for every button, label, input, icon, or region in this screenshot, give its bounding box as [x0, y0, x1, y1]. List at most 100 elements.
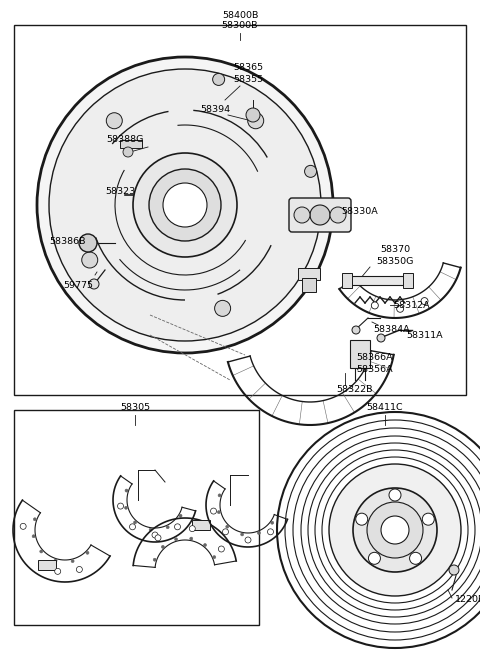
Circle shape: [218, 494, 221, 497]
Text: 58356A: 58356A: [357, 365, 393, 373]
Bar: [38, 560, 56, 570]
Circle shape: [163, 183, 207, 227]
Circle shape: [106, 113, 122, 129]
Circle shape: [240, 533, 244, 536]
Circle shape: [369, 552, 381, 564]
Circle shape: [271, 522, 274, 524]
Circle shape: [310, 205, 330, 225]
Text: 58411C: 58411C: [367, 403, 403, 411]
Circle shape: [353, 488, 437, 572]
Text: 58388G: 58388G: [106, 136, 144, 144]
Bar: [14, 25, 466, 395]
Circle shape: [76, 567, 83, 573]
Circle shape: [152, 532, 158, 538]
Bar: [14, 410, 259, 625]
Circle shape: [190, 537, 193, 540]
Circle shape: [79, 234, 97, 252]
FancyBboxPatch shape: [289, 198, 351, 232]
Circle shape: [245, 537, 251, 543]
Text: 58365: 58365: [233, 64, 263, 73]
Circle shape: [161, 545, 164, 548]
Circle shape: [215, 300, 230, 316]
Circle shape: [32, 535, 35, 538]
Text: 59775: 59775: [63, 281, 93, 289]
Circle shape: [175, 538, 178, 541]
Circle shape: [449, 565, 459, 575]
Circle shape: [223, 529, 228, 535]
Circle shape: [124, 506, 128, 509]
Text: 58384A: 58384A: [374, 325, 410, 335]
Circle shape: [149, 169, 221, 241]
Circle shape: [267, 529, 274, 535]
Circle shape: [248, 113, 264, 129]
Circle shape: [20, 523, 26, 529]
Circle shape: [204, 544, 206, 546]
Circle shape: [153, 558, 156, 562]
Bar: [350, 276, 405, 285]
Circle shape: [33, 518, 36, 521]
Bar: [120, 140, 142, 148]
Circle shape: [213, 73, 225, 85]
Circle shape: [213, 556, 216, 559]
Circle shape: [71, 560, 74, 563]
Circle shape: [329, 464, 461, 596]
Circle shape: [356, 513, 368, 525]
Circle shape: [396, 305, 404, 312]
Circle shape: [217, 510, 220, 514]
Circle shape: [49, 69, 321, 341]
Circle shape: [257, 531, 260, 535]
Circle shape: [377, 334, 385, 342]
Bar: [350, 340, 370, 368]
Bar: [192, 520, 210, 530]
Circle shape: [330, 207, 346, 223]
Circle shape: [55, 568, 60, 575]
Text: 58311A: 58311A: [407, 331, 444, 340]
Circle shape: [294, 207, 310, 223]
Circle shape: [89, 279, 99, 289]
Bar: [342, 273, 352, 288]
Text: 58322B: 58322B: [337, 386, 373, 394]
Bar: [298, 268, 320, 280]
Circle shape: [133, 521, 136, 524]
Circle shape: [218, 546, 224, 552]
Circle shape: [54, 559, 57, 562]
Bar: [302, 278, 316, 292]
Text: 58355: 58355: [233, 75, 263, 83]
Text: 58350G: 58350G: [376, 256, 414, 266]
Circle shape: [155, 535, 161, 541]
Text: 58400B: 58400B: [222, 10, 258, 20]
Circle shape: [149, 528, 152, 531]
Circle shape: [179, 514, 182, 517]
Circle shape: [166, 525, 169, 529]
Circle shape: [305, 165, 317, 177]
Text: 58305: 58305: [120, 403, 150, 411]
Circle shape: [211, 508, 216, 514]
Circle shape: [422, 513, 434, 525]
Circle shape: [86, 551, 89, 554]
Circle shape: [82, 252, 98, 268]
Circle shape: [123, 147, 133, 157]
Circle shape: [37, 57, 333, 353]
Text: 58386B: 58386B: [50, 237, 86, 247]
Text: 58330A: 58330A: [342, 207, 378, 216]
Text: 58370: 58370: [380, 245, 410, 255]
Circle shape: [156, 188, 170, 202]
Circle shape: [389, 489, 401, 501]
Circle shape: [352, 326, 360, 334]
Circle shape: [130, 523, 135, 530]
Bar: [403, 273, 413, 288]
Text: 58300B: 58300B: [222, 22, 258, 30]
Text: 58394: 58394: [200, 106, 230, 115]
Circle shape: [367, 502, 423, 558]
Circle shape: [409, 552, 421, 564]
Circle shape: [175, 523, 180, 530]
Circle shape: [189, 525, 195, 531]
Circle shape: [133, 153, 237, 257]
Circle shape: [226, 525, 229, 528]
Circle shape: [125, 489, 128, 492]
Text: 58323: 58323: [105, 188, 135, 197]
Circle shape: [40, 550, 43, 553]
Text: 58366A: 58366A: [357, 354, 393, 363]
Text: 1220FS: 1220FS: [455, 596, 480, 604]
Circle shape: [118, 503, 123, 509]
